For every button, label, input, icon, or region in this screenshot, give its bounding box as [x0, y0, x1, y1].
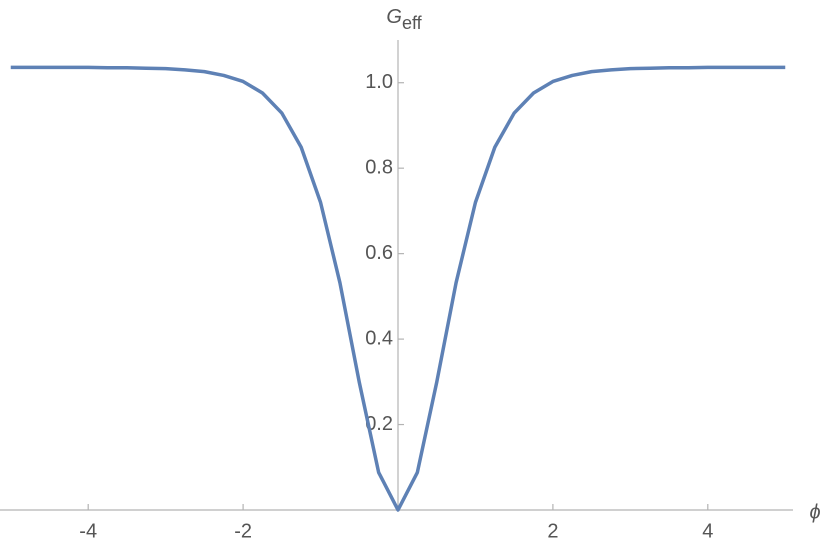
- y-tick-label: 0.6: [365, 242, 393, 264]
- y-tick-label: 0.8: [365, 156, 393, 178]
- y-axis-label: Geff: [386, 6, 422, 32]
- y-tick-label: 0.2: [365, 413, 393, 435]
- x-tick-label: 4: [702, 520, 713, 542]
- y-label-main: G: [386, 6, 402, 28]
- x-tick-label: -2: [234, 520, 252, 542]
- line: [10, 65, 786, 512]
- x-tick-label: 2: [547, 520, 558, 542]
- x-tick-label: -4: [79, 520, 97, 542]
- y-tick-label: 1.0: [365, 71, 393, 93]
- y-tick-label: 0.4: [365, 327, 393, 349]
- y-label-sub: eff: [402, 13, 423, 33]
- x-axis-label: ϕ: [809, 501, 820, 523]
